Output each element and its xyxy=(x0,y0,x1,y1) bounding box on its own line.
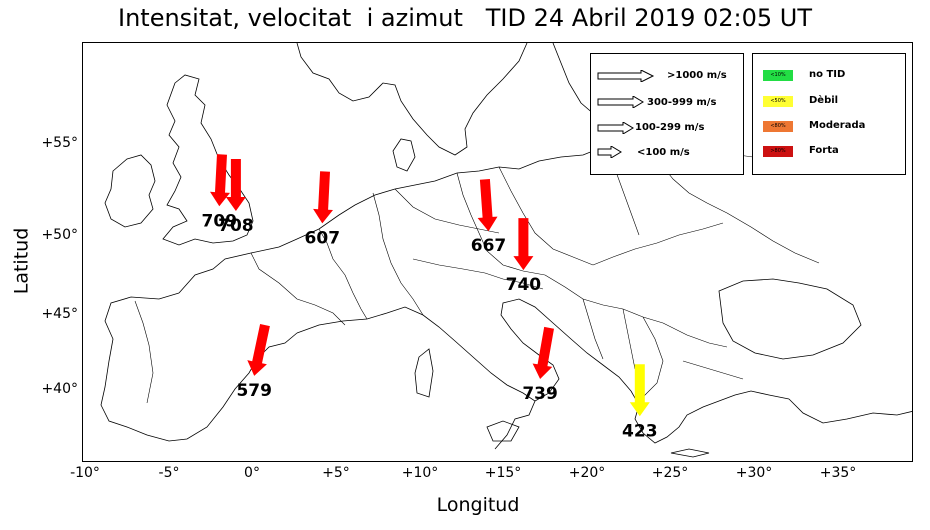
tid-arrow-423[interactable] xyxy=(629,364,650,417)
intensity-legend-label: Moderada xyxy=(809,120,866,131)
velocity-arrow-m-icon xyxy=(597,122,634,134)
intensity-swatch-moderada: <80% xyxy=(763,121,793,132)
tid-arrow-709[interactable] xyxy=(210,154,230,207)
velocity-legend-label: 300-999 m/s xyxy=(647,97,717,108)
velocity-arrow-l-icon xyxy=(597,96,644,108)
tid-velocity-label: 667 xyxy=(471,236,507,256)
y-tick-label: +50° xyxy=(41,227,78,243)
tid-arrow-607[interactable] xyxy=(313,171,333,224)
intensity-legend-label: Forta xyxy=(809,145,839,156)
intensity-legend-label: no TID xyxy=(809,69,846,80)
x-tick-label: +5° xyxy=(322,465,350,481)
velocity-arrow-xl-icon xyxy=(597,70,655,82)
tid-arrow-739[interactable] xyxy=(532,326,554,379)
tid-velocity-label: 739 xyxy=(522,384,558,404)
tid-arrow-708[interactable] xyxy=(225,159,246,211)
scandinavia-coast xyxy=(296,43,528,156)
tid-velocity-label: 423 xyxy=(622,421,658,441)
greece-coast xyxy=(630,390,790,444)
britain-coast xyxy=(162,74,254,246)
denmark-coast xyxy=(392,138,416,172)
tid-velocity-label: 708 xyxy=(218,216,254,236)
turkey-coast xyxy=(788,398,912,424)
sardinia-coast xyxy=(414,348,434,398)
crete-coast xyxy=(670,448,710,458)
sicily-coast xyxy=(486,420,520,442)
x-tick-label: +25° xyxy=(651,465,689,481)
velocity-arrow-s-icon xyxy=(597,146,622,158)
med-north-coast xyxy=(296,306,536,450)
iberia-coast xyxy=(100,292,298,442)
tid-arrow-740[interactable] xyxy=(513,218,534,271)
x-tick-label: +10° xyxy=(401,465,439,481)
velocity-legend-label: 100-299 m/s xyxy=(635,122,705,133)
intensity-swatch-debil: <50% xyxy=(763,96,793,107)
velocity-legend-label: >1000 m/s xyxy=(667,70,727,81)
x-tick-label: -10° xyxy=(70,465,100,481)
tid-arrow-667[interactable] xyxy=(477,179,498,232)
velocity-legend: >1000 m/s 300-999 m/s 100-299 m/s <100 m… xyxy=(590,53,744,175)
intensity-legend: <10% no TID <50% Dèbil <80% Moderada >80… xyxy=(752,53,906,175)
x-tick-label: -5° xyxy=(158,465,180,481)
tid-velocity-label: 709 xyxy=(202,211,238,231)
y-tick-label: +45° xyxy=(41,306,78,322)
adriatic-coast xyxy=(500,298,632,402)
tid-velocity-label: 607 xyxy=(305,228,341,248)
x-tick-label: 0° xyxy=(244,465,260,481)
black-sea-coast xyxy=(718,278,862,360)
velocity-legend-label: <100 m/s xyxy=(637,147,690,158)
tid-arrow-579[interactable] xyxy=(247,324,270,376)
x-tick-label: +30° xyxy=(735,465,773,481)
chart-title: Intensitat, velocitat i azimut TID 24 Ab… xyxy=(118,4,812,32)
intensity-legend-label: Dèbil xyxy=(809,95,839,106)
map-panel[interactable]: 709 708 607 667 740 579 739 423 >1000 m/s 300-9… xyxy=(82,42,913,462)
x-tick-label: +20° xyxy=(568,465,606,481)
intensity-swatch-forta: >80% xyxy=(763,146,793,157)
y-tick-label: +55° xyxy=(41,135,78,151)
tid-velocity-label: 579 xyxy=(236,381,272,401)
y-tick-label: +40° xyxy=(41,381,78,397)
x-tick-label: +15° xyxy=(484,465,522,481)
ireland-coast xyxy=(104,154,156,228)
x-axis-label: Longitud xyxy=(436,494,520,516)
intensity-swatch-no-tid: <10% xyxy=(763,70,793,81)
tid-velocity-label: 740 xyxy=(506,275,542,295)
x-tick-label: +35° xyxy=(819,465,857,481)
